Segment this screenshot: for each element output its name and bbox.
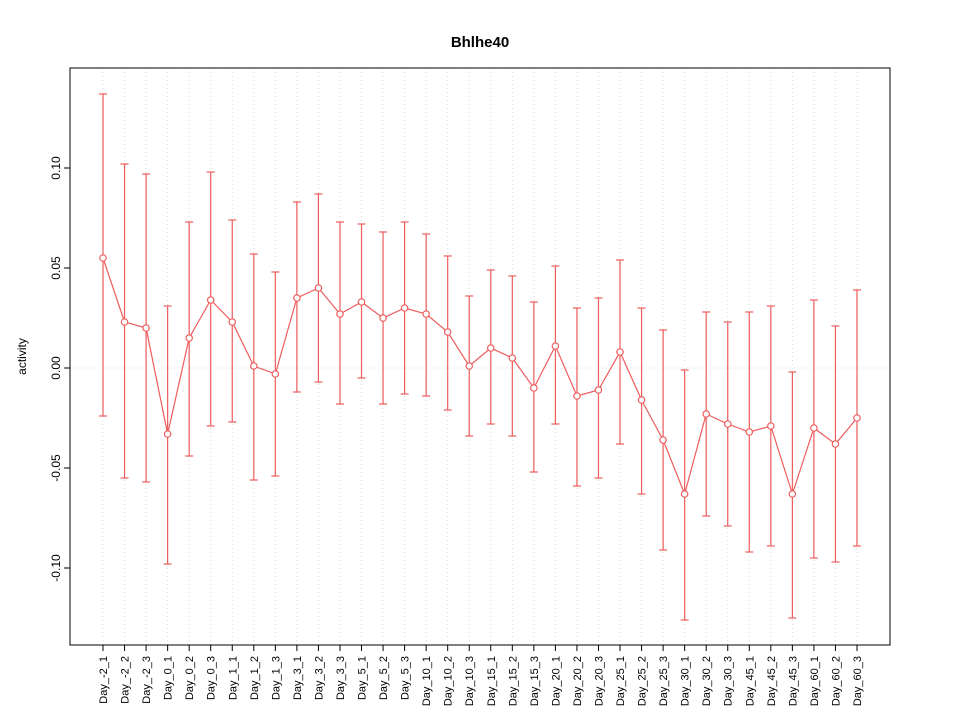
data-point	[810, 424, 818, 432]
data-point	[767, 422, 775, 430]
x-tick-label: Day_25_3	[658, 656, 670, 706]
y-tick-label: 0.00	[49, 356, 63, 380]
x-tick-label: Day_1_1	[227, 656, 239, 700]
data-point	[723, 420, 732, 428]
x-tick-label: Day_20_3	[593, 656, 605, 706]
x-tick-label: Day_3_1	[292, 656, 304, 700]
data-point	[293, 294, 301, 302]
x-tick-label: Day_25_1	[615, 656, 627, 706]
data-point	[551, 342, 560, 350]
data-point	[616, 348, 624, 356]
data-point	[831, 440, 840, 448]
data-point	[422, 310, 430, 318]
data-point	[357, 298, 366, 306]
x-tick-label: Day_0_1	[163, 656, 175, 700]
data-point	[486, 344, 495, 352]
x-tick-label: Day_30_2	[701, 656, 713, 706]
x-tick-label: Day_15_3	[529, 656, 541, 706]
x-tick-label: Day_-2_2	[120, 656, 132, 704]
x-tick-label: Day_5_3	[400, 656, 412, 700]
x-tick-label: Day_30_3	[723, 656, 735, 706]
data-point	[336, 310, 344, 318]
data-line	[102, 257, 858, 496]
data-point	[271, 370, 280, 378]
y-tick-label: -0.05	[49, 454, 63, 482]
x-tick-label: Day_45_2	[766, 656, 778, 706]
x-tick-label: Day_1_3	[270, 656, 282, 700]
x-tick-label: Day_3_2	[313, 656, 325, 700]
data-point	[120, 318, 129, 326]
data-point	[702, 410, 711, 418]
data-point	[163, 430, 172, 438]
x-tick-label: Day_1_2	[249, 656, 261, 700]
data-point	[680, 490, 689, 498]
plot-border	[69, 67, 891, 646]
x-tick-label: Day_-2_1	[98, 656, 110, 704]
x-tick-label: Day_45_1	[744, 656, 756, 706]
data-point	[788, 490, 797, 498]
data-point	[400, 304, 409, 312]
x-tick-label: Day_30_1	[680, 656, 692, 706]
data-point	[573, 392, 581, 400]
x-axis: Day_-2_1 Day_-2_2 Day_-2_3 Day_0_1 Day_0_2 Da…	[98, 645, 864, 706]
data-point	[443, 328, 452, 336]
x-tick-label: Day_0_2	[184, 656, 196, 700]
data-point	[379, 314, 387, 322]
x-tick-label: Day_25_2	[637, 656, 649, 706]
data-point	[142, 324, 150, 332]
y-tick-label: -0.10	[49, 554, 63, 582]
x-tick-label: Day_10_3	[464, 656, 476, 706]
x-tick-label: Day_60_2	[830, 656, 842, 706]
data-point	[250, 362, 258, 370]
x-tick-label: Day_15_2	[507, 656, 519, 706]
x-tick-label: Day_15_1	[486, 656, 498, 706]
data-point	[314, 284, 323, 292]
data-point	[745, 428, 754, 436]
data-point	[508, 354, 517, 362]
chart-title: Bhlhe40	[451, 34, 509, 51]
x-tick-label: Day_0_3	[206, 656, 218, 700]
data-point	[206, 296, 215, 304]
x-tick-label: Day_60_3	[852, 656, 864, 706]
data-point	[228, 318, 237, 326]
data-point	[99, 254, 107, 262]
x-tick-label: Day_3_3	[335, 656, 347, 700]
x-tick-label: Day_20_1	[550, 656, 562, 706]
x-tick-label: Day_60_1	[809, 656, 821, 706]
data-point	[594, 386, 603, 394]
x-tick-label: Day_45_3	[787, 656, 799, 706]
y-tick-label: 0.05	[49, 256, 63, 280]
data-point	[465, 362, 474, 370]
x-tick-label: Day_5_2	[378, 656, 390, 700]
x-tick-label: Day_10_1	[421, 656, 433, 706]
y-tick-label: 0.10	[49, 156, 63, 180]
x-tick-label: Day_-2_3	[141, 656, 153, 704]
data-point	[185, 334, 193, 342]
data-points	[99, 254, 861, 498]
x-tick-label: Day_10_2	[443, 656, 455, 706]
data-point	[530, 384, 538, 392]
y-axis-label: activity	[15, 338, 29, 375]
data-point	[853, 414, 861, 422]
y-axis: -0.10 -0.05 0.00 0.05 0.10	[49, 156, 70, 582]
x-tick-label: Day_20_2	[572, 656, 584, 706]
data-point	[659, 436, 667, 444]
data-point	[637, 396, 646, 404]
x-tick-label: Day_5_1	[357, 656, 369, 700]
